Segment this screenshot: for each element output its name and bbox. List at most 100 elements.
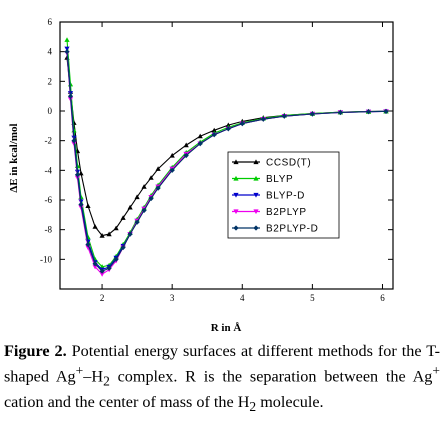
data-point (99, 233, 105, 238)
y-tick-label: -8 (45, 225, 53, 235)
y-tick-label: -10 (40, 254, 52, 264)
data-point (134, 219, 140, 225)
series-line (66, 51, 387, 272)
data-point (365, 109, 372, 115)
data-point (169, 167, 175, 173)
legend-item: BLYP (232, 174, 293, 185)
x-tick-label: 4 (240, 293, 245, 303)
data-point (281, 113, 287, 119)
legend-marker (253, 225, 259, 231)
x-tick-label: 6 (380, 293, 385, 303)
data-point (71, 138, 77, 144)
data-point (169, 152, 175, 158)
data-point (92, 224, 98, 229)
data-point (155, 185, 161, 191)
caption-text-e: molecule. (256, 392, 324, 411)
legend-marker (233, 225, 239, 231)
y-tick-label: 2 (48, 76, 53, 86)
data-point (67, 93, 74, 99)
legend-item: BLYP-D (232, 191, 305, 202)
x-axis-title: R in Å (211, 322, 242, 334)
legend-marker (253, 192, 259, 198)
series-blyp-d (64, 46, 389, 273)
data-point (183, 152, 189, 159)
energy-chart: 2 3 4 5 6 6 4 2 0 -2 -4 -6 -8 -10 CCSD(T) BLYP BLYP-D B2… (8, 17, 394, 334)
data-point (260, 116, 266, 122)
legend-marker (233, 159, 239, 165)
legend-item: CCSD(T) (232, 158, 311, 169)
data-point (141, 207, 147, 213)
legend-label: B2PLYP (266, 207, 307, 218)
caption-sup-1: + (75, 363, 84, 378)
data-point (309, 111, 315, 117)
x-tick-label: 3 (170, 293, 175, 303)
caption-text-a: Potential energy surfaces at different m… (4, 342, 440, 386)
y-tick-label: -6 (45, 195, 53, 205)
legend-marker (253, 175, 259, 181)
data-point (64, 49, 70, 55)
data-point (106, 231, 112, 237)
legend-marker (253, 159, 259, 165)
y-tick-label: 6 (48, 17, 53, 27)
data-point (64, 46, 70, 52)
legend: CCSD(T) BLYP BLYP-D B2PLYP B2PLYP-D (227, 151, 340, 239)
data-point (197, 133, 203, 139)
legend-marker (233, 175, 239, 181)
series-blyp (64, 37, 389, 269)
y-tick-label: 4 (48, 47, 53, 57)
caption-text-b: –H (83, 367, 104, 386)
caption-text-d: cation and the center of mass of the H (4, 392, 250, 411)
data-point (64, 37, 70, 42)
data-point (127, 204, 133, 210)
data-point (120, 244, 126, 251)
legend-marker (233, 209, 239, 215)
data-point (78, 201, 84, 208)
legend-item: B2PLYP (232, 207, 307, 218)
data-point (239, 121, 245, 127)
data-point (106, 265, 112, 271)
data-point (113, 256, 119, 262)
y-tick-label: -4 (45, 165, 53, 175)
data-point (99, 272, 105, 277)
data-point (148, 175, 154, 180)
data-point (85, 241, 91, 248)
legend-marker (233, 192, 239, 198)
y-tick-label: 0 (48, 106, 53, 116)
figure-caption: Figure 2. Potential energy surfaces at d… (4, 341, 440, 417)
data-point (113, 225, 119, 231)
x-tick-label: 5 (310, 293, 315, 303)
x-tick-label: 2 (100, 293, 105, 303)
data-point (183, 142, 189, 148)
legend-label: B2PLYP-D (266, 224, 318, 235)
data-point (74, 172, 81, 178)
axis-ticks: 2 3 4 5 6 6 4 2 0 -2 -4 -6 -8 -10 (40, 17, 393, 303)
data-point (141, 184, 147, 189)
data-point (134, 194, 140, 200)
y-axis-title: ΔE in kcal/mol (8, 123, 20, 192)
legend-label: BLYP-D (266, 191, 305, 202)
caption-label: Figure 2. (4, 342, 67, 360)
series-b2plyp-d (64, 49, 389, 274)
y-tick-label: -2 (45, 136, 53, 146)
data-point (78, 170, 84, 176)
data-point (99, 268, 105, 274)
data-point (211, 132, 217, 138)
legend-marker (253, 209, 259, 215)
data-point (120, 215, 126, 220)
data-point (148, 195, 154, 202)
caption-text-c: complex. R is the separation between the… (109, 367, 433, 386)
legend-label: BLYP (266, 174, 293, 185)
data-point (127, 231, 133, 237)
data-point (197, 141, 203, 147)
legend-label: CCSD(T) (266, 158, 311, 169)
data-point (211, 127, 217, 133)
plot-frame (59, 21, 394, 290)
series-b2plyp (64, 51, 389, 277)
series-line (66, 39, 387, 268)
series-layer (64, 37, 389, 277)
data-point (225, 126, 231, 132)
data-point (92, 261, 98, 267)
caption-sup-2: + (432, 363, 441, 378)
data-point (383, 108, 389, 114)
legend-item: B2PLYP-D (232, 224, 318, 235)
